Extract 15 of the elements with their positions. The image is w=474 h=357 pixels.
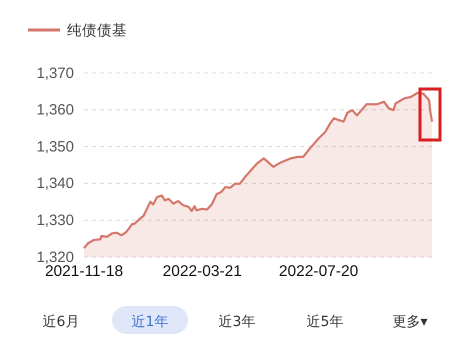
text: 近1年: [132, 314, 168, 330]
y-tick-label: 1,330: [36, 212, 74, 229]
text: 近6月: [42, 314, 80, 330]
text: 更多▾: [392, 314, 428, 330]
y-tick-label: 1,320: [36, 248, 74, 266]
legend-label: 纯债债基: [67, 22, 127, 39]
y-tick-label: 1,360: [36, 102, 74, 119]
x-tick-label: 2022-07-20: [278, 263, 359, 280]
text: 近3年: [218, 314, 256, 330]
y-tick-label: 1,350: [36, 138, 74, 156]
x-tick-label: 2021-11-18: [44, 263, 124, 280]
y-tick-label: 1,340: [36, 175, 74, 192]
text: 近5年: [306, 314, 344, 330]
x-tick-label: 2022-03-21: [162, 263, 242, 280]
y-tick-label: 1,370: [36, 64, 74, 82]
